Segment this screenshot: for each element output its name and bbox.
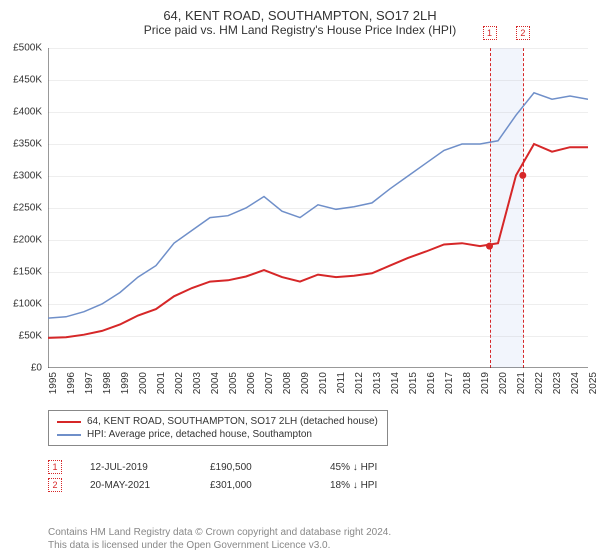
x-axis-label: 1999 [120,372,131,394]
chart-title: 64, KENT ROAD, SOUTHAMPTON, SO17 2LH [0,0,600,23]
legend-swatch [57,421,81,423]
line-chart [48,48,588,368]
sale-price: £301,000 [210,480,330,491]
sales-table: 1 12-JUL-2019£190,50045% ↓ HPI 2 20-MAY-202… [48,458,450,494]
y-axis-label: £500K [13,43,42,54]
x-axis-label: 1995 [48,372,59,394]
x-axis-label: 2012 [354,372,365,394]
y-axis-label: £200K [13,235,42,246]
sale-delta: 18% ↓ HPI [330,480,450,491]
y-axis-label: £150K [13,267,42,278]
x-axis-label: 2023 [552,372,563,394]
x-axis-label: 2013 [372,372,383,394]
sale-date: 20-MAY-2021 [90,480,210,491]
footer-line: This data is licensed under the Open Gov… [48,539,391,552]
y-axis-label: £50K [19,331,42,342]
sale-delta: 45% ↓ HPI [330,462,450,473]
sale-date: 12-JUL-2019 [90,462,210,473]
x-axis-label: 2025 [588,372,599,394]
sale-marker: 2 [516,26,530,40]
x-axis-label: 1996 [66,372,77,394]
y-axis-label: £350K [13,139,42,150]
x-axis-label: 2015 [408,372,419,394]
x-axis-label: 2019 [480,372,491,394]
x-axis-label: 2017 [444,372,455,394]
x-axis-label: 2000 [138,372,149,394]
series-property [48,144,588,338]
chart-area: £0£50K£100K£150K£200K£250K£300K£350K£400… [48,48,588,368]
y-axis-label: £0 [31,363,42,374]
sale-dot [519,172,526,179]
x-axis-label: 2014 [390,372,401,394]
y-axis-label: £100K [13,299,42,310]
sale-index: 2 [48,478,62,492]
legend-item: 64, KENT ROAD, SOUTHAMPTON, SO17 2LH (de… [57,415,379,428]
x-axis-label: 2003 [192,372,203,394]
legend-label: HPI: Average price, detached house, Sout… [87,429,312,440]
x-axis-label: 1998 [102,372,113,394]
sale-price: £190,500 [210,462,330,473]
x-axis-label: 2022 [534,372,545,394]
x-axis-label: 2007 [264,372,275,394]
x-axis-label: 2016 [426,372,437,394]
x-axis-label: 2020 [498,372,509,394]
x-axis-label: 2018 [462,372,473,394]
x-axis-label: 2011 [336,372,347,394]
x-axis-label: 2006 [246,372,257,394]
y-axis-label: £250K [13,203,42,214]
x-axis-label: 2009 [300,372,311,394]
legend-item: HPI: Average price, detached house, Sout… [57,428,379,441]
y-axis-label: £300K [13,171,42,182]
x-axis-label: 2008 [282,372,293,394]
sale-index: 1 [48,460,62,474]
x-axis-label: 2005 [228,372,239,394]
x-axis-label: 1997 [84,372,95,394]
attribution-footer: Contains HM Land Registry data © Crown c… [48,526,391,552]
sale-row: 1 12-JUL-2019£190,50045% ↓ HPI [48,458,450,476]
x-axis-label: 2004 [210,372,221,394]
x-axis-label: 2010 [318,372,329,394]
footer-line: Contains HM Land Registry data © Crown c… [48,526,391,539]
x-axis-label: 2024 [570,372,581,394]
legend-label: 64, KENT ROAD, SOUTHAMPTON, SO17 2LH (de… [87,416,378,427]
y-axis-label: £450K [13,75,42,86]
x-axis-label: 2001 [156,372,167,394]
legend: 64, KENT ROAD, SOUTHAMPTON, SO17 2LH (de… [48,410,388,446]
sale-row: 2 20-MAY-2021£301,00018% ↓ HPI [48,476,450,494]
sale-marker: 1 [483,26,497,40]
chart-subtitle: Price paid vs. HM Land Registry's House … [0,23,600,41]
x-axis-label: 2021 [516,372,527,394]
sale-dot [486,243,493,250]
legend-swatch [57,434,81,436]
x-axis-label: 2002 [174,372,185,394]
y-axis-label: £400K [13,107,42,118]
